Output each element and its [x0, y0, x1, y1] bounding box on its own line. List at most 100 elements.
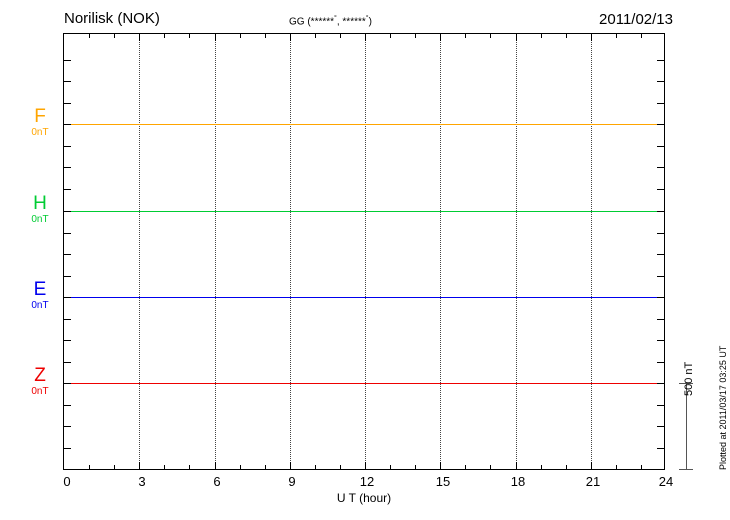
component-letter-e: E — [33, 279, 47, 300]
tick-x-major-top — [440, 34, 442, 41]
component-letter-h: H — [33, 193, 47, 214]
tick-x-minor-top — [239, 34, 241, 38]
component-letter-f: F — [34, 106, 46, 127]
gridline-vertical-21h — [590, 34, 592, 469]
tick-y-right — [657, 275, 664, 277]
tick-y-left — [64, 426, 71, 427]
tick-y-right — [657, 145, 664, 147]
tick-x-minor-bottom — [89, 465, 91, 469]
tick-x-minor-top — [615, 34, 617, 38]
tick-x-minor-bottom — [339, 465, 341, 469]
x-tick-label-6: 6 — [213, 474, 221, 489]
tick-y-right — [657, 447, 664, 449]
gridline-vertical-18h — [515, 34, 517, 469]
coord-latitude-degree-icon: ° — [334, 15, 337, 22]
trace-h — [64, 211, 664, 212]
magnetogram-plot-area[interactable] — [63, 33, 665, 470]
tick-y-left — [64, 361, 71, 363]
tick-y-left — [64, 447, 71, 449]
component-letter-z: Z — [34, 365, 46, 386]
x-tick-label-9: 9 — [288, 474, 296, 489]
tick-x-major-bottom — [214, 462, 216, 469]
tick-x-minor-bottom — [615, 465, 617, 469]
x-tick-label-24: 24 — [658, 474, 674, 489]
tick-x-minor-bottom — [164, 465, 166, 469]
component-units-e: 0nT — [31, 300, 49, 311]
tick-x-minor-top — [189, 34, 191, 38]
x-tick-label-21: 21 — [585, 474, 601, 489]
observation-date: 2011/02/13 — [599, 11, 673, 28]
tick-x-major-bottom — [289, 462, 291, 469]
tick-x-minor-bottom — [314, 465, 316, 469]
tick-x-minor-top — [164, 34, 166, 38]
gridline-vertical-3h — [139, 34, 141, 469]
tick-y-right — [657, 211, 664, 212]
component-units-z: 0nT — [31, 386, 49, 397]
tick-x-minor-bottom — [264, 465, 266, 469]
tick-x-minor-bottom — [415, 465, 417, 469]
tick-x-minor-bottom — [189, 465, 191, 469]
tick-x-minor-top — [540, 34, 542, 38]
tick-x-major-bottom — [440, 462, 442, 469]
tick-y-right — [657, 124, 664, 125]
tick-y-right — [657, 232, 664, 234]
tick-y-left — [64, 145, 71, 147]
tick-y-right — [657, 361, 664, 363]
tick-y-left — [64, 404, 71, 406]
gridline-vertical-15h — [440, 34, 442, 469]
tick-x-minor-bottom — [390, 465, 392, 469]
trace-z — [64, 383, 664, 384]
tick-y-left — [64, 232, 71, 234]
tick-y-left — [64, 211, 71, 212]
coord-open-paren: ( — [304, 16, 311, 28]
component-units-h: 0nT — [31, 214, 49, 225]
tick-y-right — [657, 254, 664, 255]
tick-x-major-top — [289, 34, 291, 41]
tick-x-minor-bottom — [490, 465, 492, 469]
tick-y-left — [64, 59, 71, 61]
component-label-z: Z 0nT — [18, 366, 62, 398]
tick-x-major-top — [515, 34, 517, 41]
scale-bar — [679, 383, 693, 470]
tick-y-left — [64, 340, 71, 341]
tick-y-right — [657, 167, 664, 168]
component-units-f: 0nT — [31, 127, 49, 138]
trace-e — [64, 297, 664, 298]
tick-y-left — [64, 318, 71, 320]
component-label-e: E 0nT — [18, 280, 62, 312]
coord-longitude: ****** — [342, 16, 366, 28]
gridline-vertical-6h — [214, 34, 216, 469]
coord-separator: , — [336, 16, 343, 28]
tick-y-right — [657, 102, 664, 104]
tick-y-left — [64, 254, 71, 255]
tick-y-right — [657, 340, 664, 341]
component-label-h: H 0nT — [18, 194, 62, 226]
tick-x-minor-top — [264, 34, 266, 38]
tick-y-right — [657, 426, 664, 427]
tick-x-major-top — [214, 34, 216, 41]
x-tick-label-18: 18 — [510, 474, 526, 489]
scale-bar-cap-bottom — [679, 469, 693, 470]
tick-x-major-bottom — [590, 462, 592, 469]
tick-x-minor-top — [565, 34, 567, 38]
tick-x-minor-top — [490, 34, 492, 38]
tick-y-left — [64, 275, 71, 277]
tick-x-major-bottom — [515, 462, 517, 469]
coord-system-label: GG — [289, 16, 305, 28]
x-tick-label-15: 15 — [435, 474, 451, 489]
tick-y-left — [64, 167, 71, 168]
gridline-vertical-9h — [289, 34, 291, 469]
tick-x-minor-top — [640, 34, 642, 38]
tick-x-minor-bottom — [640, 465, 642, 469]
tick-x-minor-top — [465, 34, 467, 38]
plot-timestamp: Plotted at 2011/03/17 03:25 UT — [718, 345, 728, 470]
page-title: Norilisk (NOK) — [64, 10, 160, 27]
tick-y-left — [64, 102, 71, 104]
tick-x-minor-bottom — [540, 465, 542, 469]
tick-y-left — [64, 189, 71, 190]
x-axis-title: U T (hour) — [336, 491, 392, 505]
component-label-f: F 0nT — [18, 107, 62, 139]
tick-x-minor-top — [89, 34, 91, 38]
tick-x-major-bottom — [365, 462, 366, 469]
tick-x-minor-top — [114, 34, 116, 38]
